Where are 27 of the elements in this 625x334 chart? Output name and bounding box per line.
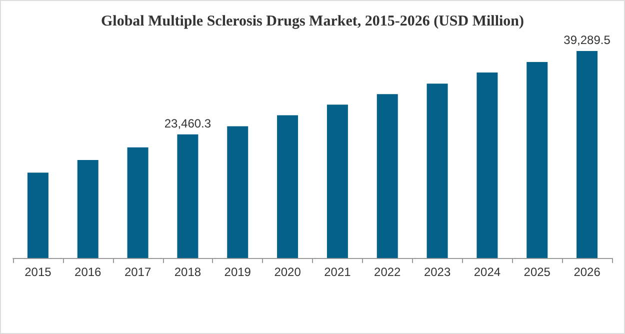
- x-tick-label: 2021: [324, 265, 352, 279]
- bar: [277, 115, 298, 258]
- x-tick-label: 2023: [424, 265, 451, 279]
- bar: [526, 62, 548, 258]
- x-tick-label: 2015: [24, 265, 52, 279]
- x-tick-label: 2018: [174, 265, 202, 279]
- bar: [77, 160, 98, 258]
- x-tick-label: 2026: [574, 265, 601, 279]
- x-tick-label: 2017: [124, 265, 152, 279]
- bar: [376, 94, 398, 258]
- data-label: 39,289.5: [564, 33, 611, 47]
- data-label: 23,460.3: [164, 116, 212, 130]
- x-tick-label: 2019: [224, 265, 252, 279]
- bar: [227, 126, 248, 258]
- x-tick-label: 2022: [374, 265, 402, 279]
- bar: [27, 172, 48, 258]
- x-tick-label: 2025: [524, 265, 551, 279]
- bar: [576, 51, 598, 258]
- chart-title: Global Multiple Sclerosis Drugs Market, 2015-2026 (USD Million): [100, 14, 524, 30]
- x-tick-label: 2020: [274, 265, 302, 279]
- bar: [426, 84, 448, 258]
- bar: [127, 147, 148, 258]
- x-tick-label: 2016: [74, 265, 102, 279]
- x-tick-label: 2024: [474, 265, 501, 279]
- bar: [476, 72, 498, 258]
- bar: [177, 134, 198, 258]
- bar: [326, 104, 348, 258]
